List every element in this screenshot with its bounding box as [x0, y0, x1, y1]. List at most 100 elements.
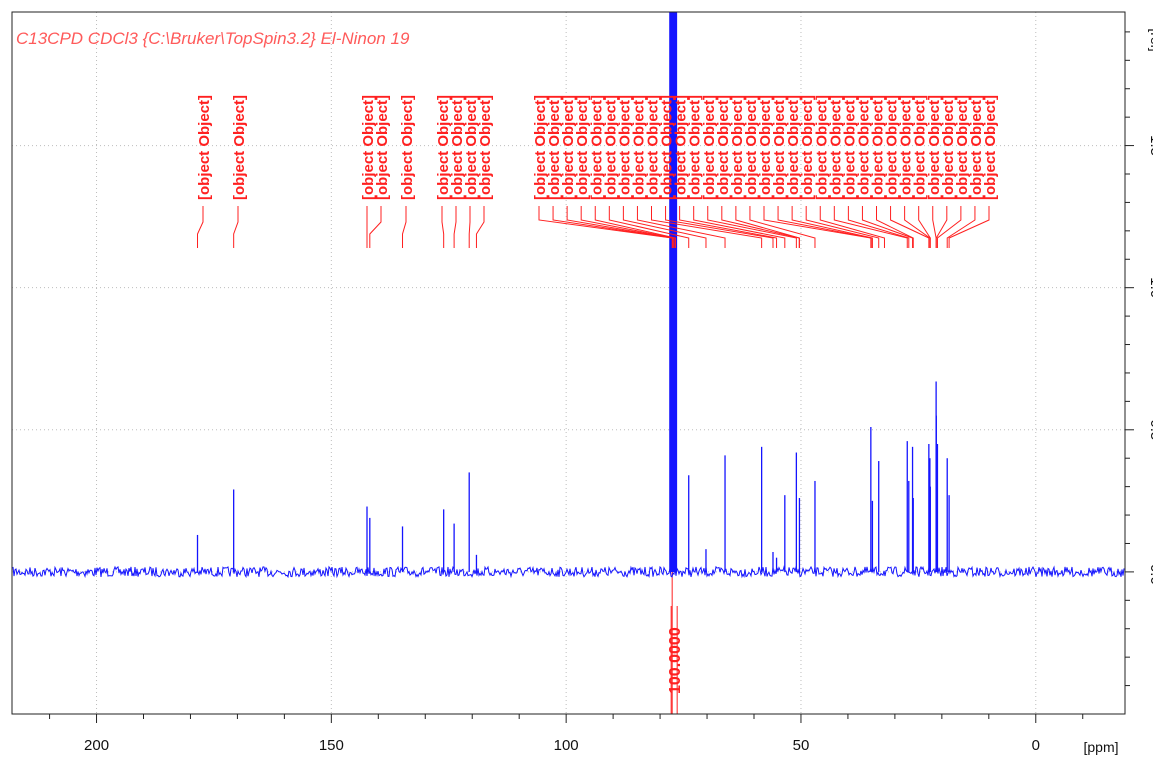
peak-label: [object Object]: [743, 95, 760, 200]
peak-label: [object Object]: [435, 95, 452, 200]
peak-label-leader: [402, 206, 407, 248]
peak-label: [object Object]: [715, 95, 732, 200]
peak-label: [object Object]: [884, 95, 901, 200]
peak-label: [object Object]: [701, 95, 718, 200]
peak-label: [object Object]: [588, 95, 605, 200]
peak-label-leader: [475, 206, 485, 248]
peak-label-leader: [552, 206, 674, 248]
peak-label: [object Object]: [687, 95, 704, 200]
peak-label-leader: [847, 206, 910, 248]
peak-label: [object Object]: [546, 95, 563, 200]
peak-label-leader: [369, 206, 382, 248]
peak-label: [object Object]: [659, 95, 676, 200]
peak-label: [object Object]: [630, 95, 647, 200]
peak-label-leader: [608, 206, 690, 248]
peak-label-leader: [861, 206, 914, 248]
gridlines: [12, 12, 1125, 714]
peak-label-leader: [749, 206, 816, 248]
peak-label-leader: [948, 206, 990, 248]
peak-label: [object Object]: [757, 95, 774, 200]
peak-label-leader: [679, 206, 778, 248]
peak-label: [object Object]: [870, 95, 887, 200]
peak-label: [object Object]: [912, 95, 929, 200]
peak-label-leader: [936, 206, 962, 248]
peak-label: [object Object]: [574, 95, 591, 200]
peak-label: [object Object]: [785, 95, 802, 200]
x-tick-label: 150: [319, 737, 344, 754]
peak-label: [object Object]: [616, 95, 633, 200]
peak-label: [object Object]: [841, 95, 858, 200]
peak-label: [object Object]: [449, 95, 466, 200]
y-tick-label: 0.5: [1147, 419, 1153, 440]
peak-label: [object Object]: [968, 95, 985, 200]
peak-label: [object Object]: [813, 95, 830, 200]
integral-label: 100.0000: [667, 627, 684, 694]
peak-label: [object Object]: [729, 95, 746, 200]
peak-label-leader: [833, 206, 908, 248]
peak-label: [object Object]: [855, 95, 872, 200]
peak-label: [object Object]: [673, 95, 690, 200]
x-tick-label: 0: [1032, 737, 1040, 754]
peak-label: [object Object]: [532, 95, 549, 200]
spectrum-title: C13CPD CDCl3 {C:\Bruker\TopSpin3.2} El-N…: [16, 29, 410, 48]
peak-label-leader: [890, 206, 930, 248]
peak-label-leader: [622, 206, 707, 248]
peak-label-leader: [468, 206, 471, 248]
peak-label-layer: [object Object] [object Object] [object Ob…: [196, 95, 999, 248]
peak-label-leader: [233, 206, 239, 248]
peak-label-leader: [566, 206, 674, 248]
peak-label: [object Object]: [940, 95, 957, 200]
spectrum-baseline: [12, 565, 1125, 579]
x-tick-label: 200: [84, 737, 109, 754]
peak-label: [object Object]: [827, 95, 844, 200]
peak-label-leader: [197, 206, 204, 248]
peak-label-leader: [580, 206, 675, 248]
peak-label: [object Object]: [954, 95, 971, 200]
y-tick-label: -0.0: [1147, 559, 1153, 585]
peak-label-leader: [946, 206, 976, 248]
peak-label: [object Object]: [771, 95, 788, 200]
peak-label-leader: [805, 206, 880, 248]
peak-label-leader: [651, 206, 763, 248]
peak-label: [object Object]: [360, 95, 377, 200]
peak-label: [object Object]: [602, 95, 619, 200]
peak-label-leader: [453, 206, 457, 248]
x-axis-unit-label: [ppm]: [1083, 739, 1118, 755]
peak-label: [object Object]: [196, 95, 213, 200]
x-tick-label: 50: [793, 737, 810, 754]
plot-frame: [11, 11, 1126, 715]
peak-label-leader: [935, 206, 948, 248]
peak-label-leader: [636, 206, 726, 248]
peak-label: [object Object]: [982, 95, 999, 200]
x-axis: 200 150 100 50 0 [ppm]: [49, 714, 1119, 755]
peak-label: [object Object]: [231, 95, 248, 200]
peak-label: [object Object]: [374, 95, 391, 200]
peak-label-leader: [819, 206, 885, 248]
peak-label-leader: [594, 206, 677, 248]
peak-label: [object Object]: [399, 95, 416, 200]
peak-label-leader: [918, 206, 931, 248]
peak-label: [object Object]: [926, 95, 943, 200]
peak-label-leader: [791, 206, 873, 248]
peak-label-leader: [665, 206, 774, 248]
peak-label-leader: [876, 206, 914, 248]
y-tick-label: 1.5: [1147, 135, 1153, 156]
y-axis: -0.0 0.5 1.0 1.5 [rel]: [1125, 28, 1153, 687]
spectrum-trace: [12, 12, 1125, 579]
peak-label: [object Object]: [898, 95, 915, 200]
peak-label: [object Object]: [477, 95, 494, 200]
peak-label-leader: [707, 206, 797, 248]
peak-label-leader: [735, 206, 800, 248]
peak-label: [object Object]: [560, 95, 577, 200]
peak-label: [object Object]: [645, 95, 662, 200]
y-axis-unit-label: [rel]: [1148, 28, 1153, 51]
x-tick-label: 100: [554, 737, 579, 754]
peak-label: [object Object]: [463, 95, 480, 200]
peak-label-leader: [777, 206, 872, 248]
peak-label: [object Object]: [799, 95, 816, 200]
peak-label-leader: [693, 206, 786, 248]
y-tick-label: 1.0: [1147, 277, 1153, 298]
peak-label-leader: [441, 206, 445, 248]
